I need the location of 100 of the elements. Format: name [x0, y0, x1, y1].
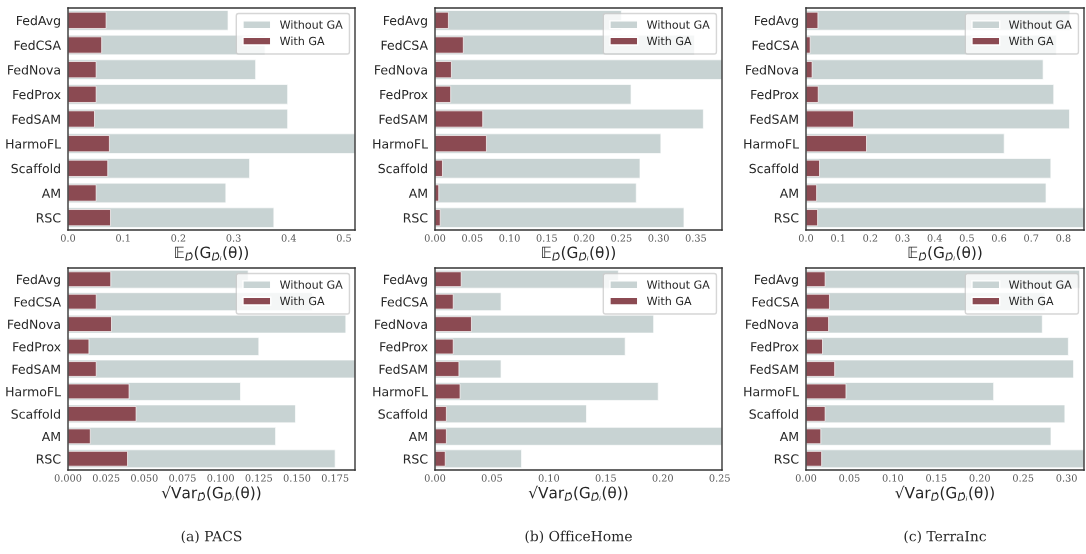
- y-tick-label: FedSAM: [12, 114, 60, 124]
- bar: [806, 337, 1069, 356]
- x-tick-label: 0.5: [959, 234, 974, 242]
- x-tick-label: 0.2: [863, 234, 878, 242]
- text: (c) TerraInc: [904, 530, 986, 544]
- x-tick-label: 0.30: [1056, 474, 1077, 482]
- y-tick-label: FedAvg: [755, 274, 798, 287]
- x-axis-title: 𝔼$_{D̂}$(G$_{D̂ᵢ}$(θ)): [542, 246, 615, 261]
- x-tick-label: 0.1: [831, 234, 845, 242]
- y-tick-label: FedSAM: [12, 364, 60, 374]
- x-axis-title: √Var$_{D̂}$(G$_{D̂ᵢ}$(θ)): [895, 485, 994, 501]
- y-tick-label: HarmoFL: [744, 387, 799, 397]
- y-tick-label: RSC: [36, 213, 61, 223]
- y-tick-label: FedAvg: [17, 15, 60, 28]
- x-tick-label: 0.30: [648, 234, 669, 242]
- x-tick-label: 0.100: [207, 474, 234, 482]
- legend-label: With GA: [646, 296, 692, 306]
- y-tick-label: Scaffold: [11, 409, 60, 419]
- y-tick-label: FedNova: [8, 64, 60, 75]
- x-tick-label: 0.5: [336, 234, 351, 242]
- y-tick-label: AM: [779, 188, 798, 198]
- x-tick-label: 0.15: [536, 234, 557, 242]
- y-tick-label: FedProx: [751, 89, 799, 100]
- x-tick-label: 0.05: [839, 474, 860, 482]
- x-tick-label: 0.8: [1056, 234, 1071, 242]
- bar: [435, 59, 722, 80]
- text: (b) OfficeHome: [525, 530, 632, 544]
- legend-label: Without GA: [279, 20, 343, 29]
- y-tick-label: RSC: [774, 454, 799, 464]
- bar: [68, 427, 276, 446]
- x-tick-label: 0.35: [685, 234, 706, 242]
- x-tick-label: 0.000: [54, 474, 82, 482]
- y-tick-label: FedNova: [746, 319, 798, 330]
- y-tick-label: FedProx: [380, 89, 428, 100]
- legend-label: With GA: [279, 36, 325, 46]
- bar: [435, 207, 685, 228]
- legend-label: With GA: [1008, 296, 1054, 306]
- x-tick-label: 0.125: [245, 474, 272, 482]
- x-tick-label: 0.20: [652, 474, 673, 482]
- bar: [435, 182, 637, 204]
- y-tick-label: Scaffold: [749, 163, 798, 174]
- y-tick-label: FedCSA: [14, 40, 61, 50]
- x-tick-label: 0.050: [131, 474, 158, 482]
- y-tick-label: HarmoFL: [6, 139, 61, 149]
- x-tick-label: 0.2: [171, 234, 186, 242]
- y-tick-label: FedSAM: [750, 114, 798, 124]
- y-tick-label: HarmoFL: [6, 387, 61, 397]
- y-tick-label: HarmoFL: [744, 139, 799, 149]
- legend-label: With GA: [1008, 36, 1054, 46]
- y-tick-label: AM: [41, 188, 60, 198]
- x-tick-label: 0.0: [798, 234, 814, 242]
- y-tick-label: FedNova: [375, 319, 427, 330]
- legend-label: Without GA: [1008, 280, 1072, 289]
- x-tick-label: 0.075: [169, 474, 196, 482]
- legend-label: Without GA: [646, 20, 710, 29]
- y-tick-label: FedCSA: [381, 296, 428, 307]
- y-tick-label: FedProx: [13, 341, 61, 352]
- x-tick-label: 0.00: [424, 234, 446, 242]
- bar: [806, 427, 1052, 446]
- y-tick-label: FedAvg: [755, 15, 798, 28]
- y-tick-label: FedAvg: [17, 274, 60, 287]
- y-tick-label: AM: [41, 431, 60, 442]
- y-tick-label: FedProx: [380, 341, 428, 352]
- y-tick-label: FedCSA: [752, 296, 799, 307]
- y-tick-label: Scaffold: [749, 409, 798, 419]
- x-tick-label: 0.10: [882, 474, 904, 482]
- x-tick-label: 0.6: [991, 234, 1007, 242]
- y-tick-label: FedNova: [746, 64, 798, 75]
- legend-label: Without GA: [646, 280, 710, 289]
- x-tick-label: 0.10: [499, 234, 520, 242]
- y-tick-label: FedSAM: [379, 364, 427, 374]
- y-tick-label: RSC: [774, 213, 799, 223]
- x-tick-label: 0.20: [573, 234, 595, 242]
- x-tick-label: 0.15: [595, 474, 616, 482]
- y-tick-label: FedAvg: [384, 15, 427, 28]
- y-tick-label: FedSAM: [379, 114, 427, 124]
- bar: [435, 427, 722, 446]
- bar: [806, 359, 1074, 379]
- y-tick-label: FedNova: [375, 64, 427, 75]
- bar: [806, 59, 1044, 80]
- x-axis-title: √Var$_{D̂}$(G$_{D̂ᵢ}$(θ)): [161, 485, 261, 501]
- legend-label: With GA: [279, 296, 325, 306]
- x-tick-label: 0.20: [969, 474, 990, 482]
- bar: [806, 158, 1052, 179]
- y-tick-label: RSC: [403, 213, 428, 223]
- y-tick-label: AM: [408, 431, 427, 442]
- x-tick-label: 0.0: [60, 234, 76, 242]
- y-tick-label: FedCSA: [381, 40, 428, 50]
- y-tick-label: FedCSA: [14, 296, 61, 307]
- x-tick-label: 0.10: [538, 474, 560, 482]
- x-tick-label: 0.150: [283, 474, 311, 482]
- bar: [435, 84, 632, 105]
- x-tick-label: 0.00: [795, 474, 817, 482]
- x-tick-label: 0.1: [116, 234, 130, 242]
- legend-label: Without GA: [279, 280, 343, 289]
- y-tick-label: FedProx: [13, 89, 61, 100]
- y-tick-label: FedSAM: [750, 364, 798, 374]
- bar: [435, 404, 587, 424]
- bar: [806, 404, 1066, 424]
- x-tick-label: 0.3: [226, 234, 241, 242]
